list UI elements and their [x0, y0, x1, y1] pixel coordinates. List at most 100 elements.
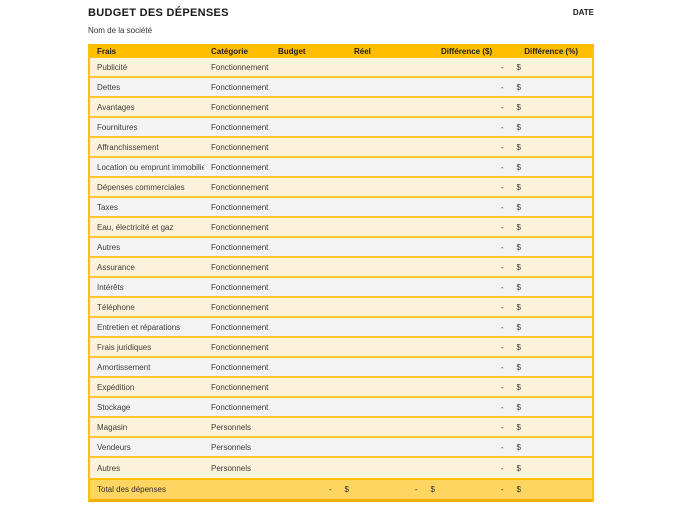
cell-categorie[interactable]: Fonctionnement — [211, 202, 269, 212]
cell-difference-dollar[interactable]: - $ — [438, 238, 524, 256]
total-cell-budget[interactable]: - $ — [272, 480, 352, 499]
column-header-difference-dollar[interactable]: Différence ($) — [441, 46, 493, 56]
column-header-budget[interactable]: Budget — [278, 46, 306, 56]
total-cell-difference-percent[interactable] — [524, 480, 592, 499]
cell-reel[interactable] — [352, 238, 438, 256]
total-cell-difference-dollar[interactable]: - $ — [438, 480, 524, 499]
column-header-frais[interactable]: Frais — [97, 46, 117, 56]
cell-difference-dollar[interactable]: - $ — [438, 378, 524, 396]
cell-difference-dollar[interactable]: - $ — [438, 338, 524, 356]
cell-difference-percent[interactable] — [524, 238, 592, 256]
cell-reel[interactable] — [352, 318, 438, 336]
cell-budget[interactable] — [272, 398, 352, 416]
cell-categorie[interactable]: Personnels — [211, 422, 252, 432]
cell-frais[interactable]: Entretien et réparations — [97, 322, 181, 332]
cell-difference-dollar[interactable]: - $ — [438, 198, 524, 216]
cell-frais[interactable]: Intérêts — [97, 282, 124, 292]
cell-budget[interactable] — [272, 438, 352, 456]
cell-difference-percent[interactable] — [524, 398, 592, 416]
cell-categorie[interactable]: Fonctionnement — [211, 282, 269, 292]
cell-reel[interactable] — [352, 278, 438, 296]
cell-budget[interactable] — [272, 158, 352, 176]
cell-difference-dollar[interactable]: - $ — [438, 458, 524, 478]
cell-categorie[interactable]: Fonctionnement — [211, 222, 269, 232]
cell-reel[interactable] — [352, 178, 438, 196]
cell-frais[interactable]: Vendeurs — [97, 442, 131, 452]
cell-reel[interactable] — [352, 418, 438, 436]
cell-budget[interactable] — [272, 98, 352, 116]
cell-difference-percent[interactable] — [524, 198, 592, 216]
cell-budget[interactable] — [272, 278, 352, 296]
cell-difference-percent[interactable] — [524, 78, 592, 96]
cell-frais[interactable]: Frais juridiques — [97, 342, 152, 352]
cell-difference-dollar[interactable]: - $ — [438, 278, 524, 296]
cell-budget[interactable] — [272, 58, 352, 76]
cell-budget[interactable] — [272, 298, 352, 316]
cell-difference-dollar[interactable]: - $ — [438, 418, 524, 436]
cell-frais[interactable]: Téléphone — [97, 302, 135, 312]
cell-frais[interactable]: Autres — [97, 242, 121, 252]
cell-difference-dollar[interactable]: - $ — [438, 298, 524, 316]
cell-difference-percent[interactable] — [524, 138, 592, 156]
cell-categorie[interactable]: Personnels — [211, 442, 252, 452]
cell-categorie[interactable]: Fonctionnement — [211, 342, 269, 352]
cell-budget[interactable] — [272, 458, 352, 478]
cell-categorie[interactable]: Fonctionnement — [211, 322, 269, 332]
cell-budget[interactable] — [272, 258, 352, 276]
cell-categorie[interactable]: Fonctionnement — [211, 182, 269, 192]
cell-budget[interactable] — [272, 118, 352, 136]
cell-difference-dollar[interactable]: - $ — [438, 398, 524, 416]
cell-frais[interactable]: Affranchissement — [97, 142, 159, 152]
cell-reel[interactable] — [352, 138, 438, 156]
cell-budget[interactable] — [272, 238, 352, 256]
cell-difference-dollar[interactable]: - $ — [438, 358, 524, 376]
cell-difference-percent[interactable] — [524, 258, 592, 276]
cell-difference-dollar[interactable]: - $ — [438, 138, 524, 156]
cell-frais[interactable]: Autres — [97, 463, 121, 473]
cell-difference-dollar[interactable]: - $ — [438, 98, 524, 116]
cell-reel[interactable] — [352, 358, 438, 376]
cell-frais[interactable]: Avantages — [97, 102, 135, 112]
cell-budget[interactable] — [272, 358, 352, 376]
cell-difference-percent[interactable] — [524, 438, 592, 456]
cell-difference-dollar[interactable]: - $ — [438, 118, 524, 136]
total-cell-reel[interactable]: - $ — [352, 480, 438, 499]
cell-frais[interactable]: Publicité — [97, 62, 128, 72]
cell-difference-percent[interactable] — [524, 98, 592, 116]
cell-categorie[interactable]: Fonctionnement — [211, 242, 269, 252]
cell-budget[interactable] — [272, 198, 352, 216]
cell-difference-percent[interactable] — [524, 358, 592, 376]
cell-budget[interactable] — [272, 338, 352, 356]
cell-difference-percent[interactable] — [524, 158, 592, 176]
cell-difference-dollar[interactable]: - $ — [438, 78, 524, 96]
cell-frais[interactable]: Fournitures — [97, 122, 138, 132]
cell-difference-dollar[interactable]: - $ — [438, 158, 524, 176]
cell-reel[interactable] — [352, 58, 438, 76]
cell-frais[interactable]: Location ou emprunt immobilier — [97, 162, 204, 172]
cell-reel[interactable] — [352, 198, 438, 216]
column-header-difference-percent[interactable]: Différence (%) — [524, 46, 578, 56]
cell-reel[interactable] — [352, 438, 438, 456]
cell-categorie[interactable]: Fonctionnement — [211, 162, 269, 172]
cell-difference-percent[interactable] — [524, 458, 592, 478]
cell-reel[interactable] — [352, 398, 438, 416]
cell-budget[interactable] — [272, 318, 352, 336]
cell-frais[interactable]: Stockage — [97, 402, 131, 412]
cell-difference-percent[interactable] — [524, 378, 592, 396]
cell-categorie[interactable]: Fonctionnement — [211, 402, 269, 412]
cell-frais[interactable]: Taxes — [97, 202, 118, 212]
cell-categorie[interactable]: Fonctionnement — [211, 142, 269, 152]
cell-budget[interactable] — [272, 178, 352, 196]
total-label[interactable]: Total des dépenses — [97, 485, 166, 494]
cell-categorie[interactable]: Fonctionnement — [211, 122, 269, 132]
cell-frais[interactable]: Eau, électricité et gaz — [97, 222, 174, 232]
cell-categorie[interactable]: Fonctionnement — [211, 382, 269, 392]
cell-difference-percent[interactable] — [524, 298, 592, 316]
cell-difference-percent[interactable] — [524, 338, 592, 356]
cell-frais[interactable]: Dépenses commerciales — [97, 182, 185, 192]
cell-reel[interactable] — [352, 78, 438, 96]
cell-budget[interactable] — [272, 378, 352, 396]
cell-reel[interactable] — [352, 458, 438, 478]
cell-reel[interactable] — [352, 98, 438, 116]
cell-categorie[interactable]: Fonctionnement — [211, 102, 269, 112]
